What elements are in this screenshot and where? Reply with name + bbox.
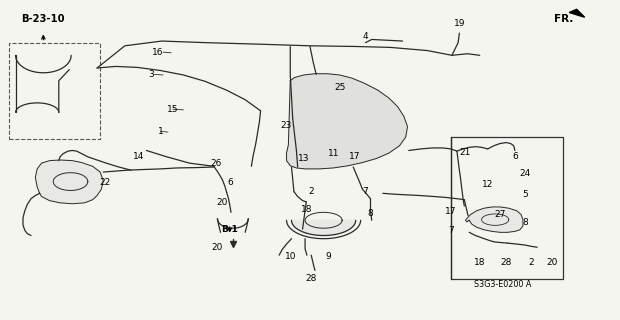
Text: 28: 28 (500, 258, 512, 267)
Text: 24: 24 (519, 169, 531, 178)
Polygon shape (35, 160, 104, 204)
Polygon shape (286, 74, 407, 169)
Text: S3G3-E0200 A: S3G3-E0200 A (474, 280, 531, 289)
Text: 3: 3 (149, 70, 154, 79)
Text: 17: 17 (445, 207, 456, 216)
Text: 23: 23 (281, 121, 292, 130)
Text: 1: 1 (157, 127, 164, 136)
Text: 12: 12 (482, 180, 494, 189)
Text: 18: 18 (301, 205, 312, 214)
Polygon shape (466, 207, 523, 232)
Text: B-23-10: B-23-10 (22, 14, 65, 24)
Text: 14: 14 (133, 152, 144, 161)
Text: 4: 4 (363, 32, 368, 41)
Text: 25: 25 (334, 83, 345, 92)
Text: B-1: B-1 (221, 225, 238, 234)
Text: 2: 2 (528, 258, 534, 267)
Text: 28: 28 (306, 275, 317, 284)
Bar (451, 137, 563, 279)
Text: FR.: FR. (554, 14, 573, 24)
Text: 22: 22 (99, 178, 111, 187)
Text: 8: 8 (368, 209, 373, 219)
Text: 17: 17 (348, 152, 360, 161)
Bar (9, 43, 100, 140)
Text: 16: 16 (152, 48, 163, 57)
Text: 21: 21 (460, 148, 471, 156)
Text: 15: 15 (167, 105, 179, 114)
Polygon shape (291, 220, 356, 236)
Text: 19: 19 (454, 19, 465, 28)
Text: 18: 18 (474, 258, 485, 267)
Text: 7: 7 (363, 187, 368, 196)
Text: 5: 5 (522, 190, 528, 199)
Text: 6: 6 (512, 152, 518, 161)
Text: 11: 11 (328, 149, 339, 158)
Text: 10: 10 (285, 252, 296, 261)
Polygon shape (569, 9, 585, 17)
Text: 20: 20 (211, 243, 223, 252)
Text: 27: 27 (494, 210, 506, 219)
Text: 13: 13 (298, 154, 309, 163)
Text: 9: 9 (326, 252, 332, 261)
Text: 7: 7 (448, 226, 454, 235)
Text: 6: 6 (227, 178, 232, 187)
Text: 26: 26 (211, 159, 222, 168)
Text: 2: 2 (308, 187, 314, 196)
Text: 8: 8 (522, 218, 528, 227)
Text: 20: 20 (546, 258, 557, 267)
Text: 20: 20 (216, 198, 228, 207)
